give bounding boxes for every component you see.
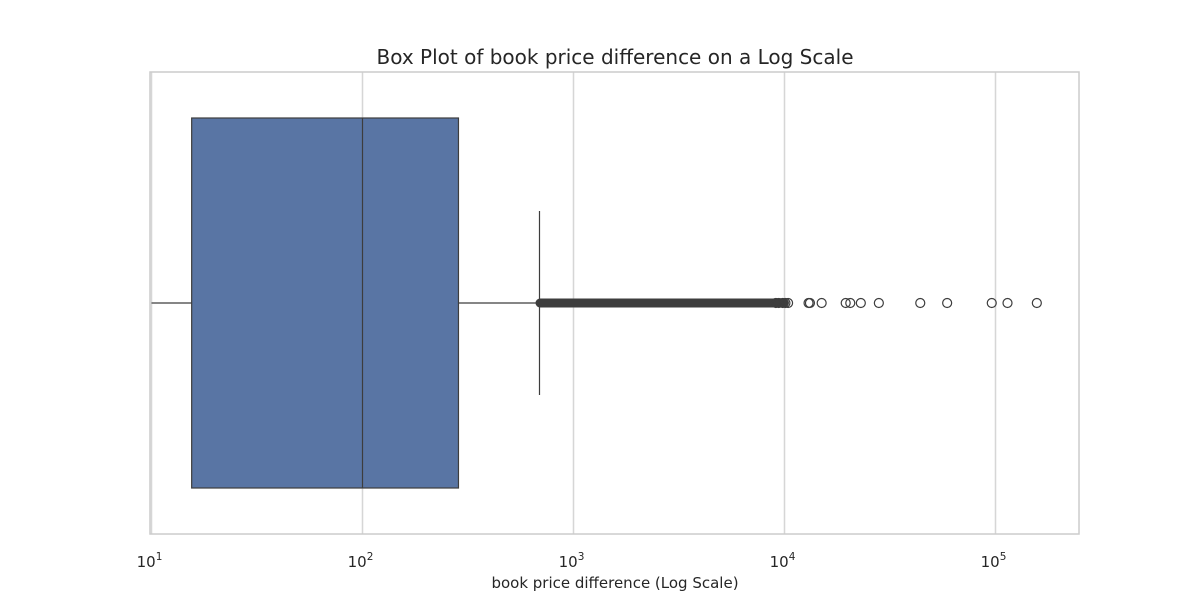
iqr-box (191, 117, 460, 489)
x-tick-label: 101 (137, 551, 163, 571)
outlier-cluster (535, 298, 789, 308)
x-tick-label: 104 (770, 551, 796, 571)
outlier-point (782, 297, 794, 309)
outlier-point (873, 297, 884, 309)
x-tick-label: 103 (559, 551, 585, 571)
outlier-point (855, 297, 866, 309)
x-tick-labels: 101 102 103 104 105 (137, 551, 1007, 571)
outlier-layer (535, 297, 1042, 309)
x-axis-label: book price difference (Log Scale) (491, 574, 738, 592)
x-tick-label: 102 (348, 551, 374, 571)
outlier-point (777, 297, 788, 309)
outlier-point (840, 297, 851, 309)
outlier-point (986, 297, 997, 309)
outlier-point (816, 297, 827, 309)
chart-title: Box Plot of book price difference on a L… (377, 45, 854, 69)
outlier-point (1002, 297, 1013, 309)
box-layer (151, 117, 541, 489)
outlier-point (915, 297, 926, 309)
outlier-point (804, 297, 816, 309)
outlier-point (845, 297, 856, 309)
plot-area-frame (149, 71, 1080, 535)
outlier-point (1031, 297, 1042, 309)
outlier-point (942, 297, 953, 309)
outlier-point (780, 297, 791, 309)
x-tick-label: 105 (981, 551, 1007, 571)
